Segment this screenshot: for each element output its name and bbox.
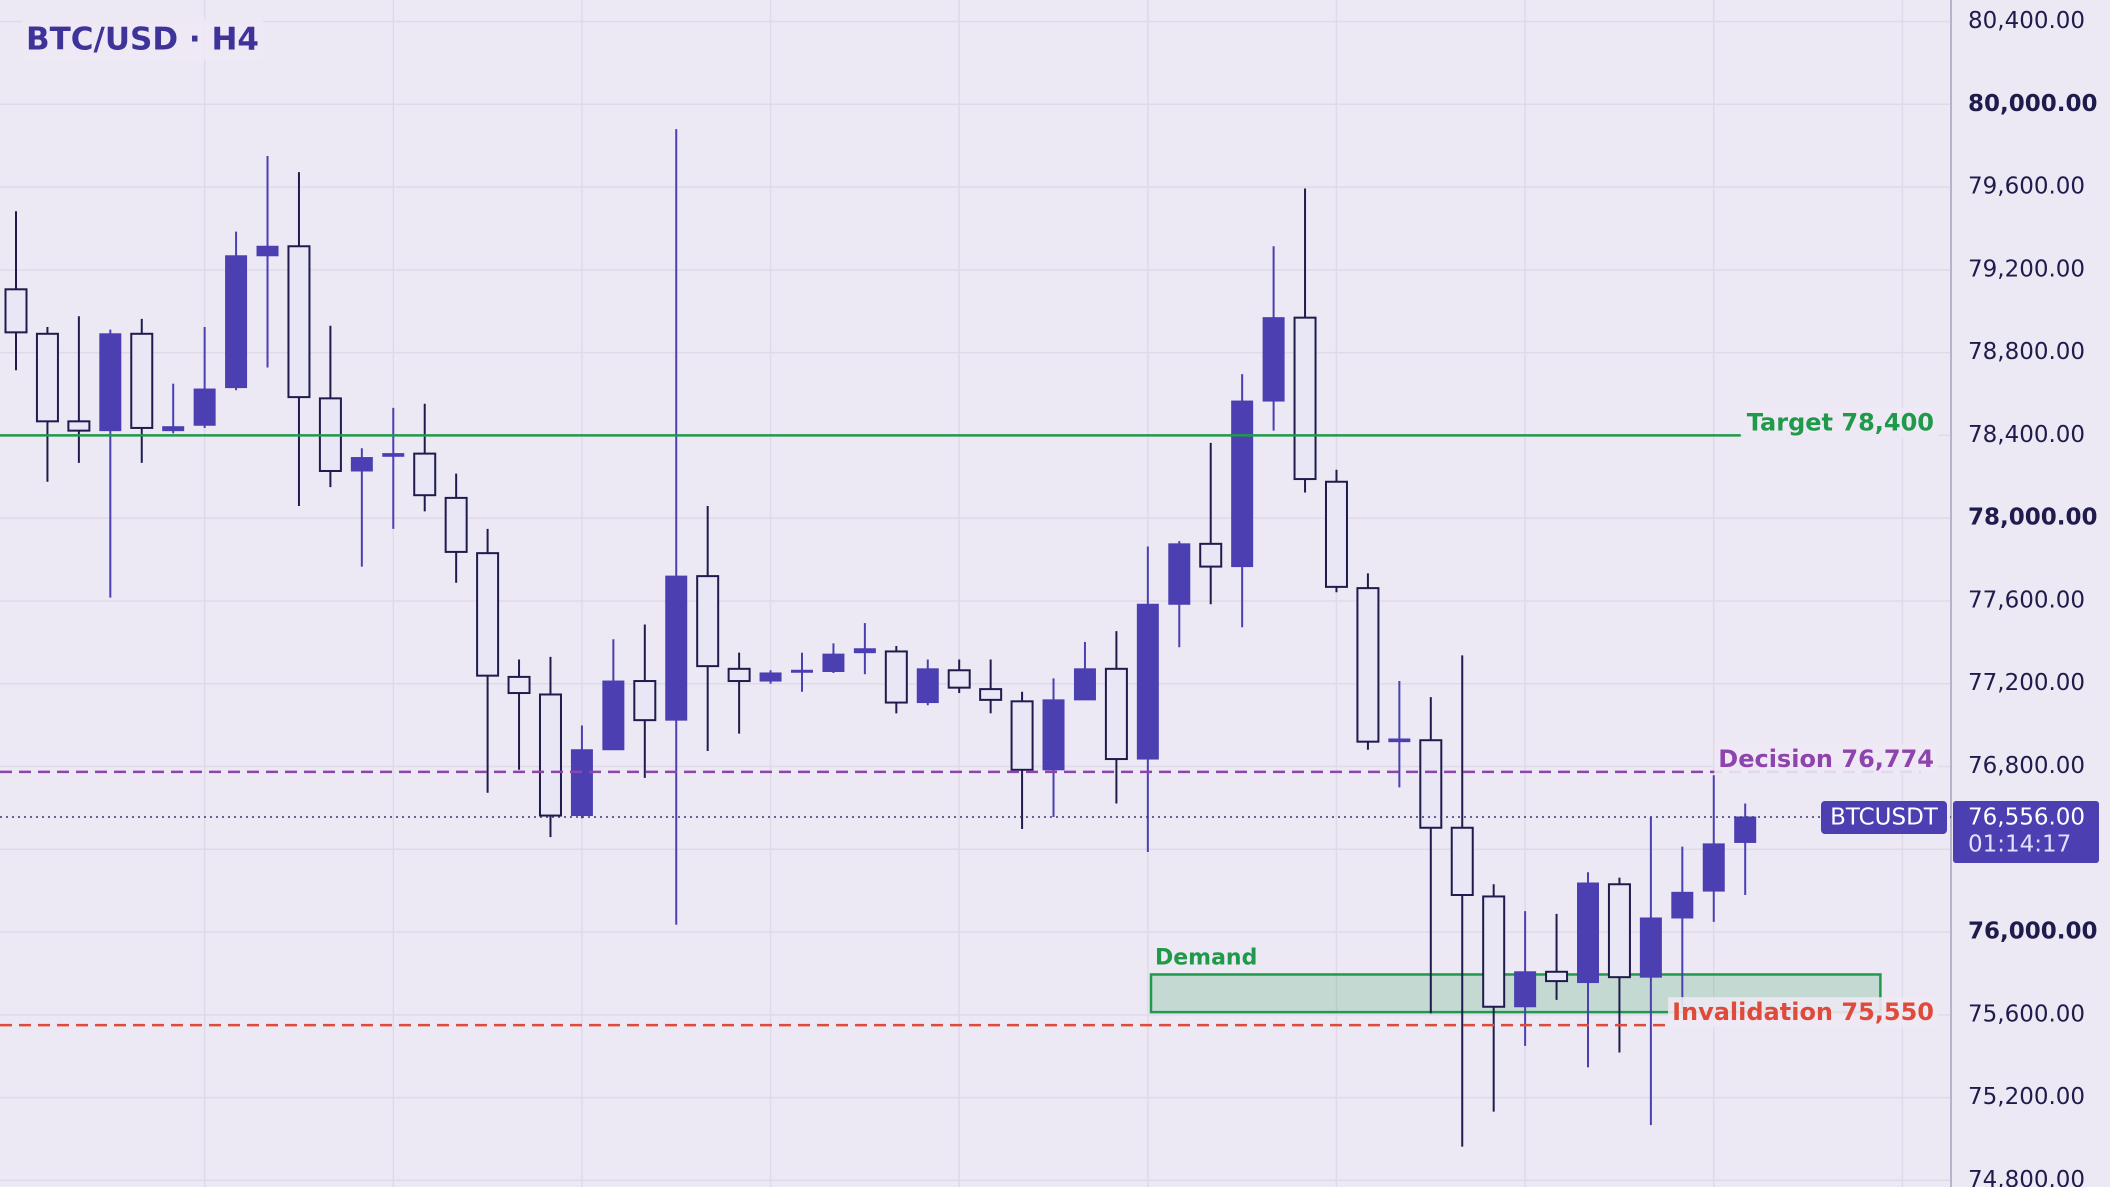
candle-body (1136, 603, 1159, 760)
y-tick-label: 80,000.00 (1968, 91, 2098, 117)
last-price-label: 76,556.00 (1968, 804, 2085, 830)
level-label-bg (1714, 743, 1938, 774)
title-bg (22, 19, 263, 60)
level: Invalidation 75,550 (0, 997, 1938, 1028)
candle-body (1734, 816, 1757, 843)
candle-body (256, 245, 279, 257)
candle-body (1073, 668, 1096, 701)
candle-body (1293, 316, 1317, 481)
candle-body (1702, 843, 1725, 892)
candle-body (35, 332, 59, 423)
y-tick-label: 75,600.00 (1968, 1001, 2085, 1027)
candle-body (633, 680, 657, 722)
candle-body (1324, 480, 1348, 588)
level-label-bg (1742, 407, 1938, 438)
candle-body (1356, 587, 1380, 743)
y-tick-label: 80,400.00 (1968, 8, 2085, 34)
y-tick-label: 76,000.00 (1968, 919, 2098, 945)
candle-body (822, 653, 845, 673)
candle-body (1104, 667, 1128, 761)
candle-body (884, 650, 908, 704)
candle-body (727, 667, 751, 683)
candle-body (99, 333, 122, 432)
candle-body (1231, 400, 1254, 568)
candle-body (413, 452, 437, 497)
candle-body (570, 749, 593, 817)
zone-label: Demand (1155, 945, 1257, 970)
price-badge (1953, 800, 2099, 863)
candle-body (947, 669, 971, 689)
level: Decision 76,774 (0, 743, 1938, 774)
candle-body (853, 648, 876, 654)
candle-body (193, 388, 216, 426)
level: Target 78,400 (0, 407, 1938, 438)
candle-body (382, 453, 405, 457)
countdown: 01:14:17 (1968, 831, 2071, 857)
candle-body (1042, 699, 1065, 771)
candle-body (1450, 826, 1474, 897)
candle-body (791, 669, 813, 673)
candle-body (1607, 883, 1631, 979)
candle-body (1388, 738, 1411, 743)
level-label: Decision 76,774 (1718, 745, 1934, 773)
y-tick-label: 75,200.00 (1968, 1084, 2085, 1110)
candle-body (1262, 317, 1285, 402)
candle-body (665, 575, 688, 721)
symbol-badge (1821, 800, 1947, 834)
candle-body (759, 672, 782, 682)
candle-body (162, 426, 185, 432)
candle-body (979, 688, 1003, 701)
candle-body (1199, 542, 1223, 568)
y-tick-label: 78,400.00 (1968, 422, 2085, 448)
y-tick-label: 79,600.00 (1968, 174, 2085, 200)
chart-title: BTC/USD · H4 (26, 22, 259, 58)
candle-body (696, 575, 720, 668)
level-label: Target 78,400 (1747, 408, 1934, 436)
candle-body (1577, 882, 1599, 984)
level-label: Invalidation 75,550 (1672, 998, 1934, 1026)
candle-body (287, 245, 311, 399)
candle-body (602, 680, 625, 751)
candle-body (4, 288, 28, 334)
y-tick-label: 78,000.00 (1968, 505, 2098, 531)
y-tick-label: 79,200.00 (1968, 256, 2085, 282)
candle-body (225, 255, 248, 389)
candle-body (1419, 739, 1443, 829)
y-tick-label: 77,200.00 (1968, 670, 2085, 696)
candle-body (1010, 700, 1034, 771)
candle-body (538, 693, 562, 817)
candle-body (916, 668, 939, 704)
candle-body (476, 552, 500, 677)
candle-body (444, 496, 468, 553)
y-tick-label: 78,800.00 (1968, 339, 2085, 365)
candle-body (350, 457, 373, 472)
candle-body (507, 675, 531, 695)
candle-body (1671, 891, 1694, 919)
symbol-label: BTCUSDT (1830, 804, 1939, 830)
level-label-bg (1668, 997, 1938, 1028)
candle-body (130, 332, 154, 429)
y-tick-label: 76,800.00 (1968, 753, 2085, 779)
candle-body (1545, 970, 1569, 983)
candle-body (1168, 543, 1191, 605)
y-tick-label: 77,600.00 (1968, 587, 2085, 613)
candle-body (1482, 895, 1506, 1008)
candle-body (1514, 971, 1537, 1008)
y-tick-label: 74,800.00 (1968, 1167, 2085, 1187)
candle-body (1639, 917, 1662, 978)
candle-body (67, 420, 91, 432)
